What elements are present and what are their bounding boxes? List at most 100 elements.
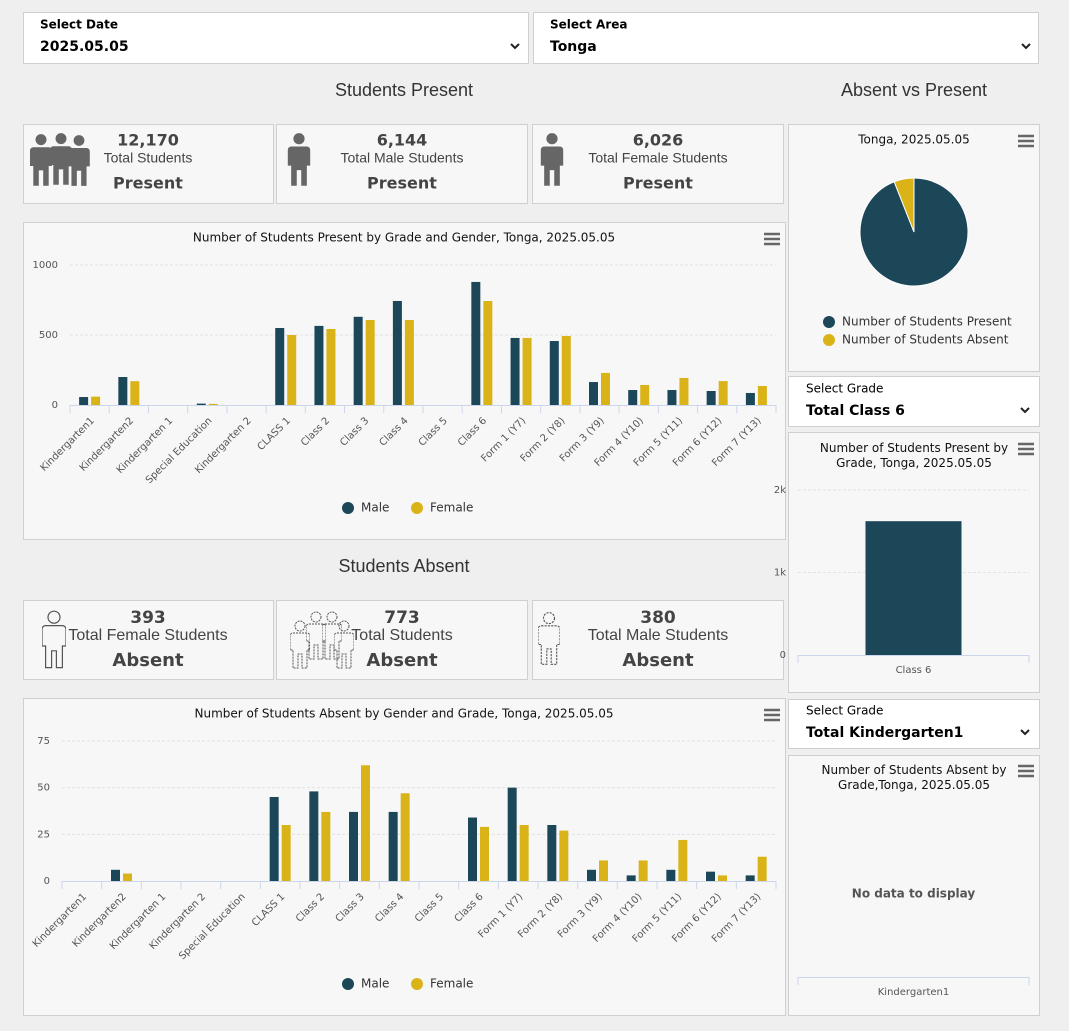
card-status: Present xyxy=(113,174,183,193)
legend-label: Female xyxy=(430,977,473,991)
card-label: Total Male Students xyxy=(588,627,729,644)
card xyxy=(532,124,784,204)
legend-marker xyxy=(823,334,835,346)
y-tick-label: 1000 xyxy=(33,260,58,271)
card-number: 6,144 xyxy=(377,131,428,150)
bar xyxy=(388,811,398,881)
bar xyxy=(400,793,410,881)
bar xyxy=(404,320,414,405)
bar xyxy=(269,797,279,881)
chart-panel xyxy=(23,222,786,540)
legend-marker xyxy=(411,502,423,514)
chart-title-box: Number of Students Present by Grade, Ton… xyxy=(819,441,1009,470)
chart-title: Number of Students Absent by Grade,Tonga… xyxy=(821,763,1007,792)
bar xyxy=(208,403,218,405)
menu-button[interactable] xyxy=(764,708,780,722)
y-tick-label: 0 xyxy=(52,400,58,411)
legend-label: Number of Students Present xyxy=(842,315,1012,329)
select-value: Total Kindergarten1 xyxy=(806,725,963,741)
bar xyxy=(321,811,331,881)
card xyxy=(276,124,528,204)
pie-slice xyxy=(893,177,915,233)
bar xyxy=(757,856,767,881)
card-number: 773 xyxy=(384,608,420,628)
bar xyxy=(757,385,767,405)
bar xyxy=(510,337,520,405)
bar xyxy=(480,826,489,881)
bar xyxy=(706,871,715,881)
card-status: Absent xyxy=(112,650,184,671)
bar xyxy=(679,377,689,405)
card-label: Total Students xyxy=(351,627,452,644)
bar xyxy=(281,825,291,881)
card-status: Absent xyxy=(366,650,438,671)
bar xyxy=(118,377,128,405)
y-tick-label: 75 xyxy=(37,736,50,747)
bar xyxy=(471,281,481,405)
bar xyxy=(361,765,370,881)
menu-button[interactable] xyxy=(764,232,780,246)
bar xyxy=(522,337,532,405)
card-label: Total Male Students xyxy=(341,150,464,166)
legend-marker xyxy=(342,978,354,990)
bar xyxy=(745,392,755,405)
chart-title: Number of Students Present by Grade, Ton… xyxy=(819,441,1009,470)
legend-marker xyxy=(823,316,835,328)
chart-panel xyxy=(788,755,1040,1016)
bar xyxy=(559,830,569,881)
card-number: 380 xyxy=(640,608,676,628)
grade-select[interactable]: Select Grade Total Kindergarten1 xyxy=(788,699,1040,749)
menu-button[interactable] xyxy=(1018,134,1034,148)
menu-button[interactable] xyxy=(1018,764,1034,778)
grade-select[interactable]: Select Grade Total Class 6 xyxy=(788,376,1040,427)
bar xyxy=(349,811,358,881)
section-heading: Absent vs Present xyxy=(841,80,987,100)
chevron xyxy=(510,43,520,50)
legend-label: Female xyxy=(430,501,473,515)
bar xyxy=(667,390,677,405)
bar xyxy=(599,860,608,881)
bar xyxy=(123,873,132,881)
bar xyxy=(706,391,716,405)
no-data-message: No data to display xyxy=(852,887,976,901)
chart-title: Tonga, 2025.05.05 xyxy=(857,133,970,147)
menu-button[interactable] xyxy=(1018,442,1034,456)
area-filter[interactable]: Select Area Tonga xyxy=(533,12,1039,64)
x-tick-label: Kindergarten1 xyxy=(878,987,949,998)
card-label: Total Students xyxy=(104,150,193,166)
filter-value: 2025.05.05 xyxy=(40,39,129,55)
chart-title-box: Number of Students Absent by Grade,Tonga… xyxy=(821,763,1007,792)
bar xyxy=(130,381,140,405)
filter-label: Select Date xyxy=(40,18,118,32)
y-tick-label: 1k xyxy=(774,568,786,579)
chart-title: Number of Students Present by Grade and … xyxy=(193,231,615,245)
card-number: 12,170 xyxy=(117,131,179,150)
select-label: Select Grade xyxy=(806,704,883,718)
y-tick-label: 25 xyxy=(37,829,50,840)
bar xyxy=(640,384,650,405)
bar xyxy=(111,869,120,881)
bar xyxy=(547,825,557,881)
bar xyxy=(91,396,101,405)
bar xyxy=(392,300,402,405)
bar xyxy=(519,825,529,881)
card-label: Total Female Students xyxy=(588,150,727,166)
card xyxy=(276,600,528,680)
bar xyxy=(365,320,375,405)
date-filter[interactable]: Select Date 2025.05.05 xyxy=(23,12,529,64)
filter-label: Select Area xyxy=(550,18,628,32)
bar xyxy=(601,372,610,405)
bar xyxy=(587,869,596,881)
chevron xyxy=(1020,407,1030,414)
y-tick-label: 0 xyxy=(780,650,786,661)
bar xyxy=(718,381,728,405)
bar xyxy=(196,403,206,405)
bar xyxy=(549,341,559,405)
chevron xyxy=(1020,729,1030,736)
bar xyxy=(353,316,363,405)
bar xyxy=(275,328,285,405)
card-status: Absent xyxy=(622,650,694,671)
bar xyxy=(865,521,962,655)
